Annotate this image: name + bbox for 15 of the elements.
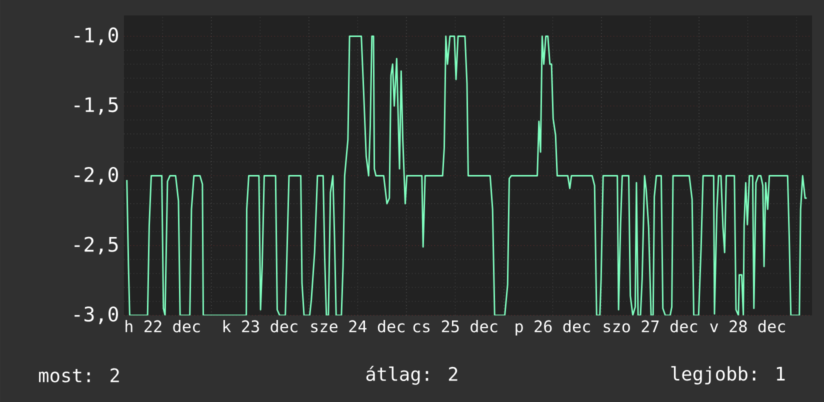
y-tick-label: -1,5 — [74, 97, 118, 115]
y-tick-label: -3,0 — [74, 306, 118, 324]
y-tick-label: -2,5 — [74, 236, 118, 254]
x-tick-label: cs 25 dec — [413, 320, 498, 332]
x-tick-label: v 28 dec — [710, 320, 785, 332]
text: átlag: 2 — [366, 366, 458, 385]
text: most: 2 — [39, 368, 119, 382]
x-tick-label: k 23 dec — [223, 320, 298, 332]
x-tick-label: szo 27 dec — [604, 320, 698, 332]
x-tick-label: h 22 dec — [126, 320, 200, 332]
x-tick-label: sze 24 dec — [311, 320, 404, 332]
y-tick-label: -2,0 — [74, 166, 118, 185]
text: legjobb: 1 — [671, 366, 785, 384]
x-tick-label: p 26 dec — [516, 320, 590, 336]
y-tick-label: -1,0 — [74, 27, 118, 46]
